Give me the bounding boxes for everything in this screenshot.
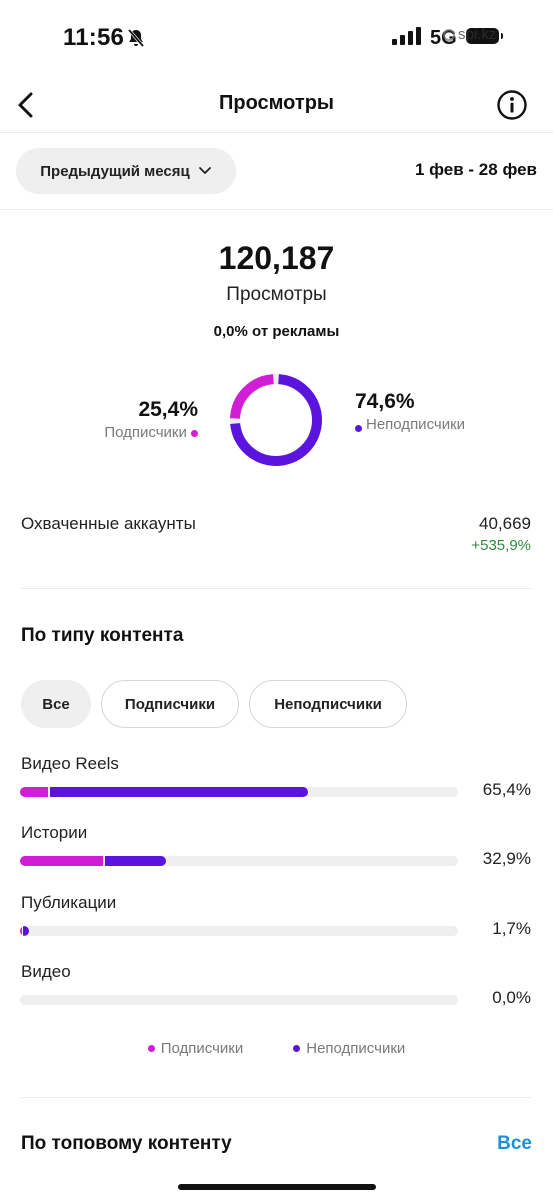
header-divider	[0, 132, 553, 133]
content-row-percent: 32,9%	[482, 849, 531, 868]
reach-change: +535,9%	[471, 537, 531, 554]
content-row-percent: 0,0%	[492, 988, 531, 1007]
legend-label-followers: Подписчики	[160, 1040, 244, 1057]
donut-segment-followers	[230, 374, 274, 419]
content-row-label: Видео	[21, 962, 71, 981]
date-range: 1 фев - 28 фев	[414, 160, 537, 179]
followers-label: Подписчики	[104, 424, 187, 441]
legend-dot-followers	[147, 1045, 155, 1052]
legend-label-non-followers: Неподписчики	[306, 1040, 406, 1057]
non-followers-percent: 74,6%	[355, 390, 415, 413]
period-dropdown-label: Предыдущий месяц	[40, 162, 190, 180]
filter-chip-followers[interactable]: Подписчики	[101, 680, 239, 728]
watermark-text: spi.kz	[458, 26, 497, 43]
followers-percent: 25,4%	[138, 398, 198, 421]
non-followers-dot	[355, 425, 362, 432]
ads-share: 0,0% от рекламы	[213, 323, 340, 340]
content-row-bar	[20, 926, 458, 936]
total-views-label: Просмотры	[226, 284, 327, 305]
bar-segment-non-followers	[50, 787, 309, 797]
non-followers-label: Неподписчики	[366, 416, 466, 433]
signal-icon	[392, 27, 421, 45]
content-row-label: Истории	[21, 823, 88, 842]
page-title: Просмотры	[218, 92, 334, 114]
content-row-label: Публикации	[21, 893, 117, 912]
legend-item-followers: Подписчики	[147, 1040, 244, 1057]
content-row-percent: 1,7%	[492, 919, 531, 938]
top-content-title: По топовому контенту	[21, 1133, 232, 1154]
views-donut-chart	[230, 374, 322, 466]
legend-item-non-followers: Неподписчики	[293, 1040, 405, 1057]
section-divider	[21, 1097, 532, 1098]
period-dropdown[interactable]: Предыдущий месяц	[16, 148, 236, 194]
total-views: 120,187	[218, 240, 335, 276]
reach-divider	[21, 588, 532, 589]
chevron-down-icon	[198, 167, 211, 174]
battery-icon	[466, 28, 503, 44]
content-row-percent: 65,4%	[482, 780, 531, 799]
see-all-link[interactable]: Все	[497, 1133, 532, 1154]
non-followers-legend: 74,6% Неподписчики	[355, 390, 480, 433]
bar-segment-followers	[20, 926, 22, 936]
content-row-bar	[20, 856, 458, 866]
period-divider	[0, 209, 553, 210]
home-indicator	[178, 1184, 376, 1190]
watermark-icon	[443, 28, 455, 41]
content-type-title: По типу контента	[21, 625, 184, 646]
reach-value: 40,669	[479, 514, 531, 533]
legend-dot-non-followers	[293, 1045, 301, 1052]
content-row-label: Видео Reels	[21, 754, 119, 773]
back-arrow-icon[interactable]	[12, 88, 42, 122]
followers-legend: 25,4% Подписчики	[60, 398, 198, 441]
status-time: 11:56	[63, 24, 125, 51]
reach-label: Охваченные аккаунты	[21, 514, 196, 533]
followers-dot	[191, 429, 198, 437]
bar-segment-non-followers	[105, 856, 167, 866]
bar-segment-followers	[20, 856, 104, 866]
content-row-bar	[20, 995, 458, 1005]
filter-chip-non-followers[interactable]: Неподписчики	[249, 680, 407, 728]
bell-muted-icon	[127, 28, 145, 48]
info-icon[interactable]	[496, 89, 528, 121]
watermark: spi.kz	[443, 26, 496, 43]
bar-segment-followers	[20, 787, 49, 797]
content-row-bar	[20, 787, 458, 797]
donut-segment-non-followers	[230, 374, 322, 466]
filter-chip-all[interactable]: Все	[21, 680, 91, 728]
bar-segment-non-followers	[23, 926, 30, 936]
content-type-legend: Подписчики Неподписчики	[0, 1040, 553, 1057]
